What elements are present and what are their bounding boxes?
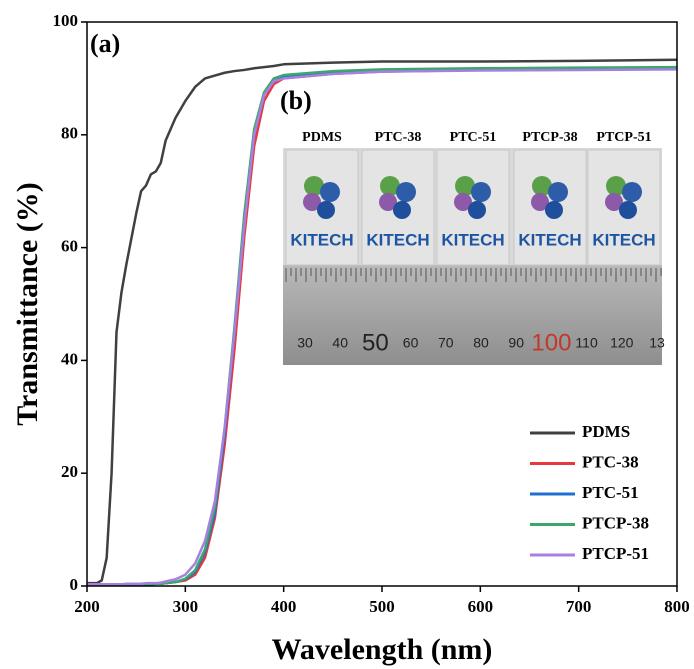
- inset-ruler-label: 40: [332, 335, 348, 351]
- inset-ruler-label: 13: [649, 335, 665, 351]
- y-tick-label: 0: [70, 575, 79, 594]
- logo-part: [622, 182, 642, 202]
- logo-part: [471, 182, 491, 202]
- logo-part: [532, 176, 552, 196]
- inset-ruler-label: 100: [531, 329, 571, 356]
- logo-part: [303, 193, 321, 211]
- logo-part: [619, 201, 637, 219]
- logo-part: [531, 193, 549, 211]
- inset-ruler-label: 120: [610, 335, 634, 351]
- inset-logo-text: KITECH: [441, 230, 504, 249]
- series-line: [87, 58, 677, 585]
- inset-ruler-label: 50: [362, 329, 389, 356]
- plot-area: [87, 58, 677, 586]
- inset-ruler-label: 110: [575, 335, 598, 351]
- logo-part: [396, 182, 416, 202]
- logo-part: [455, 176, 475, 196]
- y-tick-label: 20: [61, 462, 78, 481]
- y-axis-label: Transmittance (%): [11, 182, 44, 426]
- x-tick-label: 300: [173, 597, 199, 616]
- legend-label: PTCP-38: [582, 513, 649, 532]
- x-tick-label: 600: [468, 597, 494, 616]
- y-tick-label: 40: [61, 349, 78, 368]
- legend-label: PTC-51: [582, 483, 639, 502]
- series-line: [87, 68, 677, 586]
- x-tick-label: 200: [74, 597, 100, 616]
- inset-ruler-label: 90: [508, 335, 524, 351]
- x-axis-label: Wavelength (nm): [272, 633, 493, 666]
- logo-part: [317, 201, 335, 219]
- logo-part: [606, 176, 626, 196]
- y-tick-label: 60: [61, 237, 78, 256]
- logo-part: [545, 201, 563, 219]
- legend-label: PDMS: [582, 422, 630, 441]
- inset-logo-text: KITECH: [366, 230, 429, 249]
- inset-ruler-label: 60: [403, 335, 419, 351]
- inset-logo-text: KITECH: [592, 230, 655, 249]
- logo-part: [468, 201, 486, 219]
- inset-ruler-label: 80: [473, 335, 489, 351]
- inset-label: (b): [280, 86, 312, 115]
- x-tick-label: 700: [566, 597, 592, 616]
- inset-sample-label: PTCP-38: [522, 130, 577, 145]
- logo-part: [605, 193, 623, 211]
- logo-part: [304, 176, 324, 196]
- y-tick-label: 100: [53, 11, 79, 30]
- logo-part: [379, 193, 397, 211]
- inset-sample-label: PTC-38: [375, 130, 422, 145]
- inset-sample: [436, 149, 510, 266]
- logo-part: [454, 193, 472, 211]
- inset: (b) PDMS KITECH PTC-38 KITECH PTC-51 KITECH PT…: [280, 86, 665, 365]
- inset-sample-label: PDMS: [302, 130, 342, 145]
- legend-label: PTCP-51: [582, 544, 649, 563]
- inset-logo-text: KITECH: [290, 230, 353, 249]
- x-tick-label: 400: [271, 597, 297, 616]
- inset-sample-label: PTCP-51: [596, 130, 651, 145]
- legend-label: PTC-38: [582, 452, 639, 471]
- x-tick-label: 500: [369, 597, 395, 616]
- logo-part: [320, 182, 340, 202]
- inset-ruler-label: 30: [297, 335, 313, 351]
- inset-logo-text: KITECH: [518, 230, 581, 249]
- x-tick-label: 800: [664, 597, 690, 616]
- inset-sample-label: PTC-51: [450, 130, 497, 145]
- y-tick-label: 80: [61, 124, 78, 143]
- logo-part: [380, 176, 400, 196]
- logo-part: [548, 182, 568, 202]
- inset-ruler-label: 70: [438, 335, 454, 351]
- logo-part: [393, 201, 411, 219]
- panel-label: (a): [90, 29, 120, 58]
